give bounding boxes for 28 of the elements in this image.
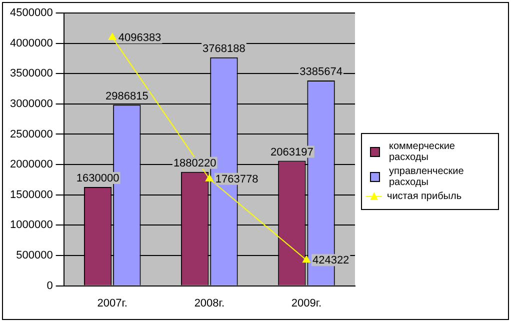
legend-label: управленческие расходы xyxy=(389,166,465,188)
legend-label: коммерческие расходы xyxy=(389,141,456,163)
y-tick-label: 2500000 xyxy=(10,128,53,140)
y-tick-label: 1000000 xyxy=(10,219,53,232)
data-label: 1763778 xyxy=(215,173,258,186)
y-tick-label: 1500000 xyxy=(10,188,53,201)
data-label: 2986815 xyxy=(106,90,148,102)
data-label: 3385674 xyxy=(300,66,342,78)
data-label: 1880220 xyxy=(173,157,216,170)
y-tick-label: 500000 xyxy=(16,250,53,262)
x-tick-label: 2009г. xyxy=(291,297,322,310)
y-tick-label: 4000000 xyxy=(10,37,53,50)
y-tick-label: 3500000 xyxy=(10,68,53,80)
x-tick-label: 2007г. xyxy=(97,297,128,310)
y-tick-label: 3000000 xyxy=(10,98,53,110)
point xyxy=(302,256,310,263)
legend-label: чистая прибыль xyxy=(387,191,462,202)
x-tick-label: 2008г. xyxy=(194,297,225,310)
y-tick-label: 2000000 xyxy=(10,158,53,171)
data-label: 4096383 xyxy=(118,32,162,44)
point xyxy=(205,174,214,182)
point xyxy=(108,32,116,40)
data-label: 424322 xyxy=(312,254,350,267)
data-label: 3768188 xyxy=(202,42,246,55)
y-tick-label: 0 xyxy=(46,280,53,292)
y-tick-label: 4500000 xyxy=(10,7,53,20)
data-label: 1630000 xyxy=(76,172,120,185)
data-label: 2063197 xyxy=(270,146,314,158)
